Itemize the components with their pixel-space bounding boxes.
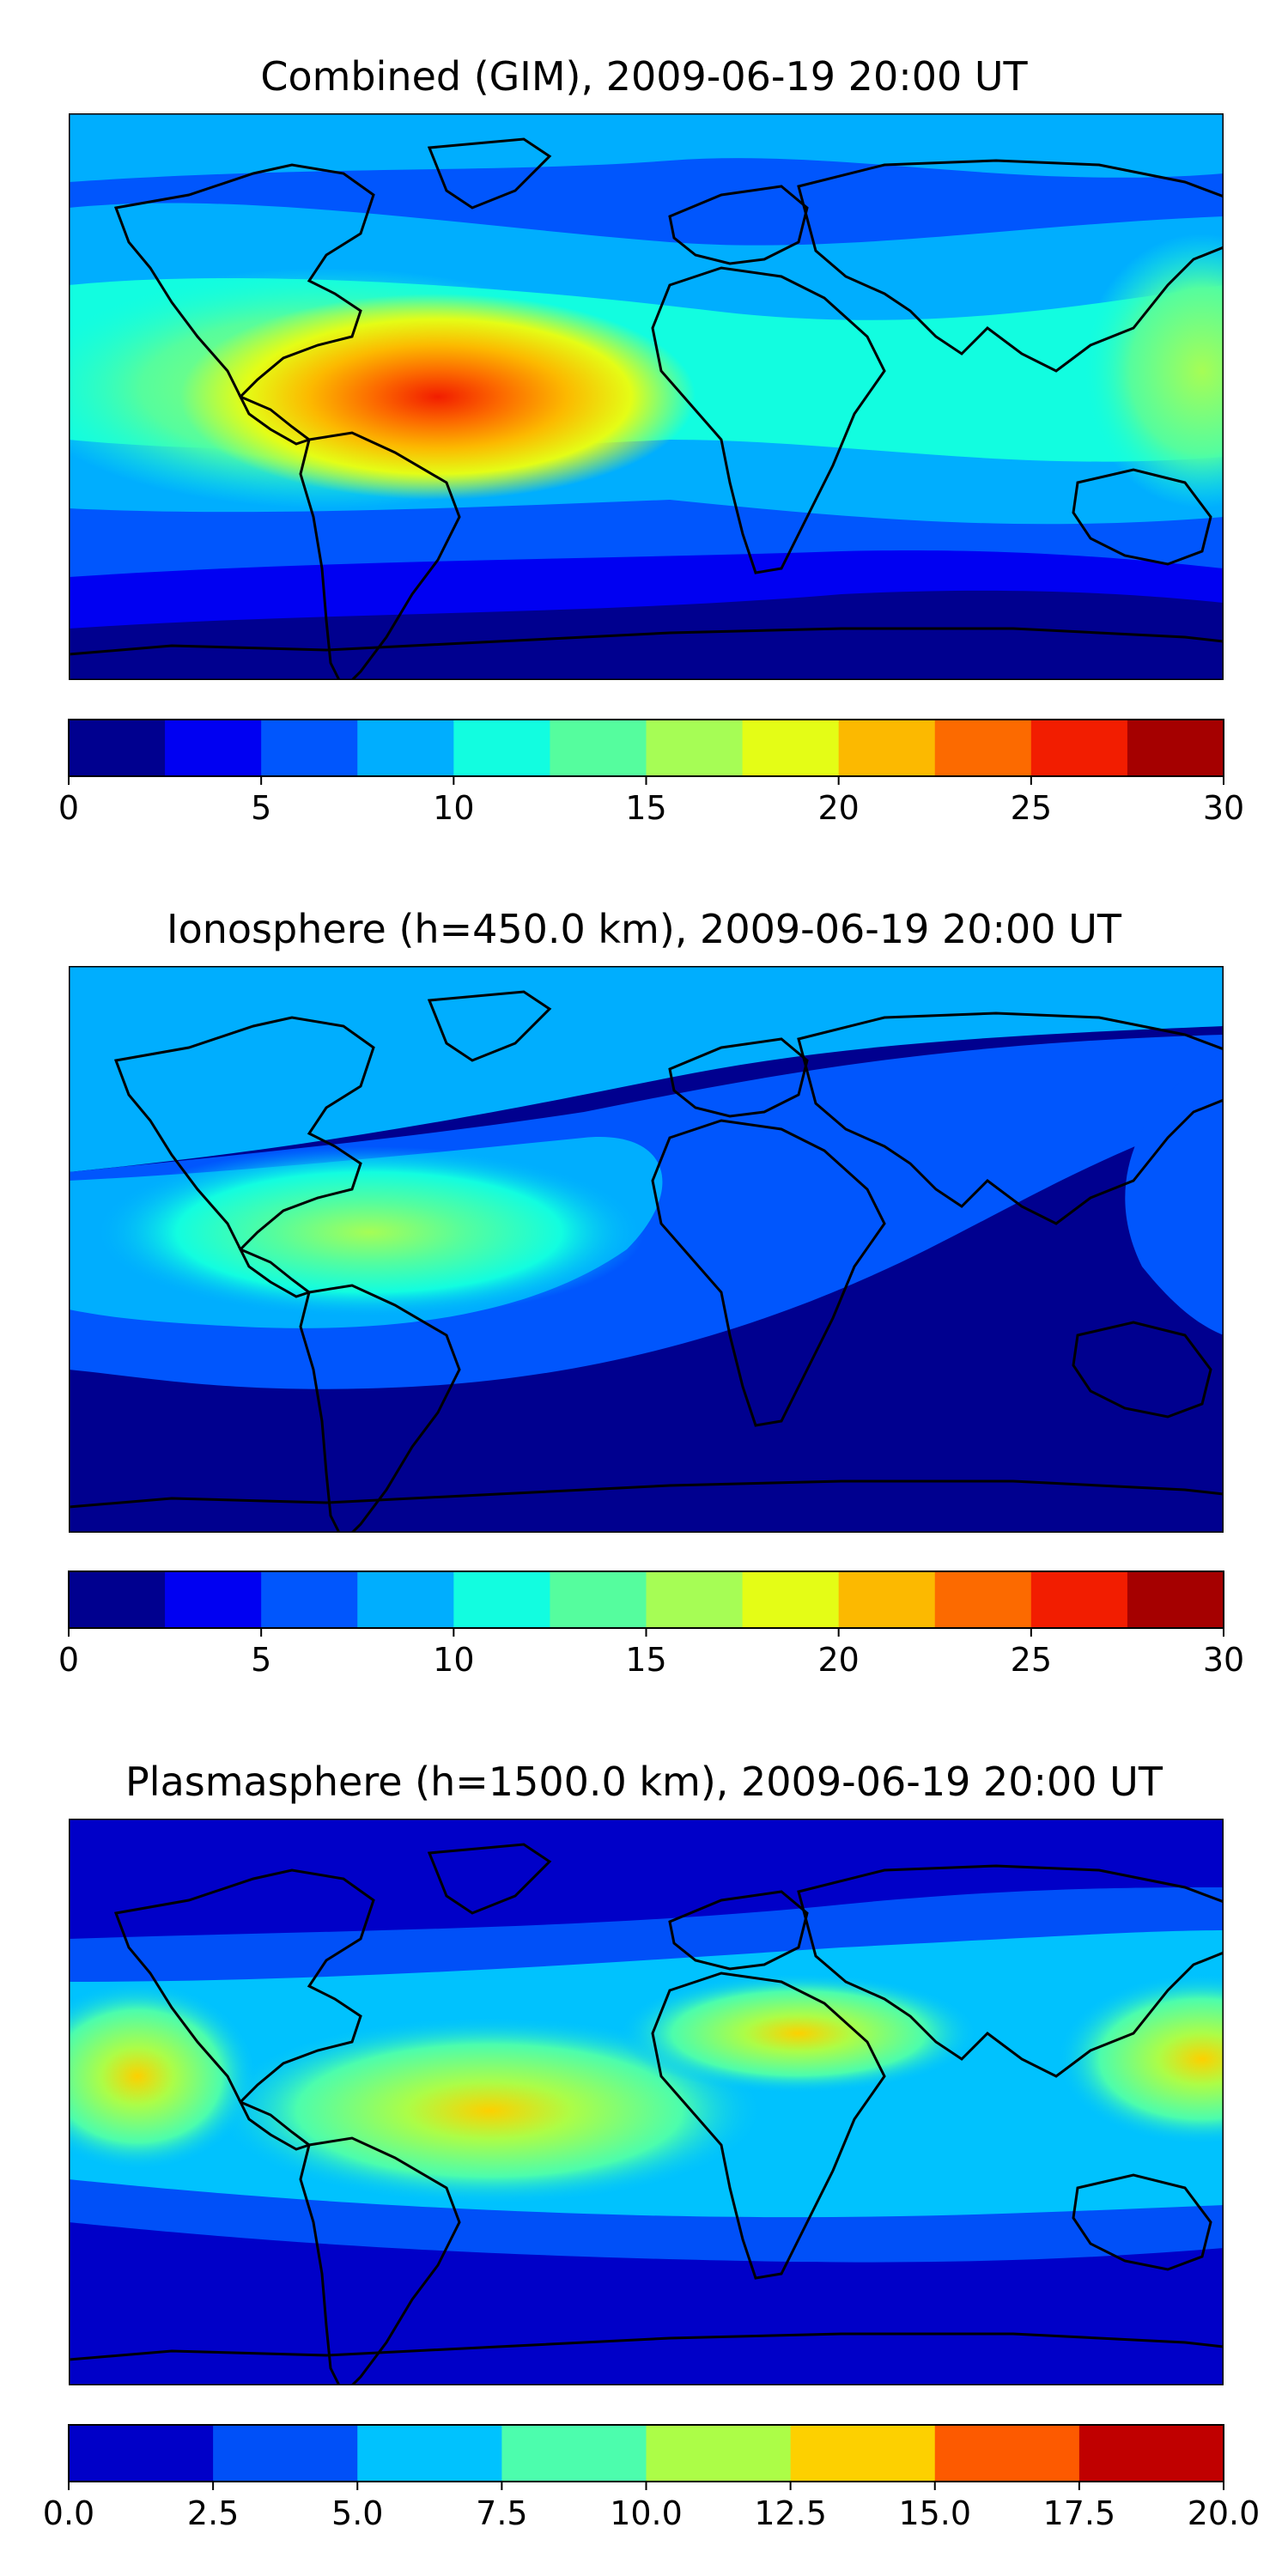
field-band — [69, 113, 1224, 182]
colorbar-segment — [838, 720, 936, 776]
colorbar-segment — [1030, 1571, 1128, 1628]
colorbar-segment — [165, 720, 262, 776]
colorbar-segment — [69, 2425, 214, 2482]
colorbar-tick-label: 20 — [817, 1641, 859, 1679]
field-band — [1056, 1973, 1224, 2145]
colorbar-segment — [934, 2425, 1080, 2482]
colorbar-tick-label: 20 — [817, 789, 859, 827]
map-plasmasphere — [69, 1819, 1224, 2385]
map-ionosphere — [69, 966, 1224, 1533]
colorbar-tick-label: 15.0 — [898, 2494, 971, 2532]
colorbar-segment — [357, 1571, 454, 1628]
field-band — [69, 590, 1224, 680]
colorbar-segment — [357, 720, 454, 776]
field-band — [180, 294, 696, 500]
colorbar-tick-label: 15 — [625, 1641, 666, 1679]
colorbar-tick-label: 10 — [433, 789, 474, 827]
colorbar-segment — [69, 720, 166, 776]
panel-plasmasphere: Plasmasphere (h=1500.0 km), 2009-06-19 2… — [43, 1759, 1261, 2532]
field-band — [94, 1146, 644, 1318]
panel-combined: Combined (GIM), 2009-06-19 20:00 UT 0 5 10… — [58, 53, 1244, 827]
field-band — [215, 2016, 764, 2205]
colorbar-tick-label: 17.5 — [1043, 2494, 1116, 2532]
colorbar-segment — [646, 2425, 792, 2482]
colorbar-segment — [165, 1571, 262, 1628]
colorbar-tick-label: 5 — [251, 1641, 271, 1679]
colorbar-tick-label: 25 — [1011, 789, 1052, 827]
colorbar-segment — [261, 1571, 358, 1628]
colorbar-segment — [1127, 1571, 1224, 1628]
colorbar-tick-label: 20.0 — [1188, 2494, 1261, 2532]
colorbar-tick-label: 30 — [1203, 789, 1244, 827]
colorbar-segment — [501, 2425, 647, 2482]
colorbar-segment — [69, 1571, 166, 1628]
colorbar-segment — [453, 720, 551, 776]
colorbar-segment — [1030, 720, 1128, 776]
colorbar-plasmasphere: 0.0 2.5 5.0 7.5 10.0 12.5 15.0 17.5 20.0 — [43, 2424, 1261, 2532]
colorbar-tick-label: 2.5 — [187, 2494, 239, 2532]
colorbar-segment — [213, 2425, 358, 2482]
field-band — [69, 1982, 258, 2171]
colorbar-tick-label: 10 — [433, 1641, 474, 1679]
panel-ionosphere: Ionosphere (h=450.0 km), 2009-06-19 20:0… — [58, 906, 1244, 1679]
colorbar-segment — [742, 1571, 840, 1628]
colorbar-tick-label: 5.0 — [331, 2494, 383, 2532]
colorbar-segment — [934, 720, 1032, 776]
colorbar-segment — [453, 1571, 551, 1628]
panel-title: Combined (GIM), 2009-06-19 20:00 UT — [260, 53, 1028, 100]
colorbar-tick-label: 0 — [58, 1641, 79, 1679]
colorbar-combined: 0 5 10 15 20 25 30 — [58, 719, 1244, 827]
field-band — [1125, 1052, 1224, 1335]
colorbar-segment — [646, 720, 744, 776]
colorbar-tick-label: 0 — [58, 789, 79, 827]
colorbar-tick-label: 0.0 — [43, 2494, 94, 2532]
colorbar-segment — [1078, 2425, 1224, 2482]
colorbar-segment — [646, 1571, 744, 1628]
colorbar-segment — [261, 720, 358, 776]
colorbar-tick-label: 30 — [1203, 1641, 1244, 1679]
colorbar-tick-label: 10.0 — [610, 2494, 683, 2532]
field-band — [69, 966, 1224, 1172]
colorbar-segment — [838, 1571, 936, 1628]
colorbar-segment — [550, 1571, 647, 1628]
panel-title: Plasmasphere (h=1500.0 km), 2009-06-19 2… — [125, 1759, 1163, 1805]
colorbar-segment — [1127, 720, 1224, 776]
colorbar-segment — [357, 2425, 502, 2482]
map-combined — [69, 113, 1224, 680]
colorbar-tick-label: 12.5 — [754, 2494, 827, 2532]
colorbar-segment — [790, 2425, 936, 2482]
panel-title: Ionosphere (h=450.0 km), 2009-06-19 20:0… — [167, 906, 1122, 952]
colorbar-segment — [742, 720, 840, 776]
colorbar-tick-label: 5 — [251, 789, 271, 827]
field-band — [1082, 234, 1224, 508]
colorbar-tick-label: 7.5 — [476, 2494, 527, 2532]
colorbar-segment — [550, 720, 647, 776]
colorbar-tick-label: 15 — [625, 789, 666, 827]
colorbar-tick-label: 25 — [1011, 1641, 1052, 1679]
colorbar-ionosphere: 0 5 10 15 20 25 30 — [58, 1571, 1244, 1679]
colorbar-segment — [934, 1571, 1032, 1628]
